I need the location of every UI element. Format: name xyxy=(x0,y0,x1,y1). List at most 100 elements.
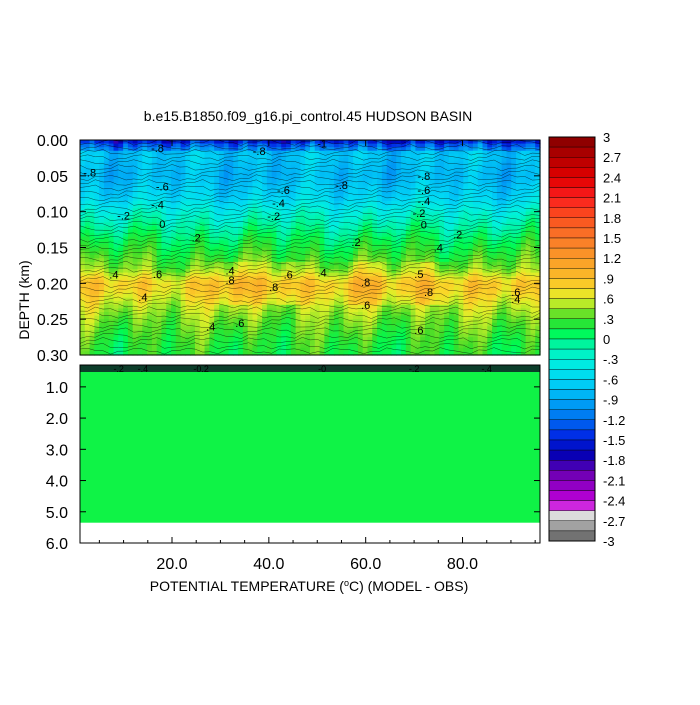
field-cell xyxy=(305,340,311,345)
field-cell xyxy=(262,140,268,145)
field-cell xyxy=(348,301,354,306)
field-cell xyxy=(228,197,234,202)
field-cell xyxy=(425,329,431,335)
field-cell xyxy=(329,312,335,317)
field-cell xyxy=(195,222,201,227)
field-cell xyxy=(151,150,158,155)
field-cell xyxy=(156,322,163,327)
field-cell xyxy=(266,315,273,320)
field-cell xyxy=(458,347,464,353)
field-cell xyxy=(242,204,249,209)
field-cell xyxy=(228,150,234,155)
field-cell xyxy=(305,240,311,245)
field-cell xyxy=(185,233,191,238)
field-cell xyxy=(305,179,311,184)
field-cell xyxy=(343,179,349,184)
field-cell xyxy=(137,340,143,345)
field-cell xyxy=(348,193,354,198)
field-cell xyxy=(425,222,431,227)
field-cell xyxy=(305,161,311,166)
field-cell xyxy=(372,344,378,349)
field-cell xyxy=(242,147,249,152)
field-cell xyxy=(286,200,292,206)
field-cell xyxy=(156,200,163,206)
field-cell xyxy=(391,183,397,188)
field-cell xyxy=(209,297,215,302)
field-cell xyxy=(300,243,306,249)
field-cell xyxy=(357,251,364,256)
field-cell xyxy=(266,304,273,310)
field-cell xyxy=(113,344,119,349)
field-cell xyxy=(439,322,445,327)
field-cell xyxy=(171,308,177,313)
field-cell xyxy=(290,247,297,252)
field-cell xyxy=(439,290,445,295)
field-cell xyxy=(156,243,163,249)
field-cell xyxy=(108,347,115,353)
field-cell xyxy=(204,247,210,252)
field-cell xyxy=(199,229,206,234)
field-cell xyxy=(357,265,364,270)
field-cell xyxy=(199,322,206,327)
field-cell xyxy=(276,301,282,306)
field-cell xyxy=(420,211,426,216)
field-cell xyxy=(223,208,230,213)
field-cell xyxy=(439,351,445,356)
field-cell xyxy=(161,175,167,181)
field-cell xyxy=(362,315,369,320)
field-cell xyxy=(147,154,153,159)
field-cell xyxy=(401,243,407,249)
field-cell xyxy=(367,140,373,145)
field-cell xyxy=(396,233,402,238)
field-cell xyxy=(295,272,302,277)
field-cell xyxy=(415,211,421,216)
field-cell xyxy=(118,315,124,320)
field-cell xyxy=(171,351,177,356)
field-cell xyxy=(161,315,167,320)
field-cell xyxy=(472,147,479,152)
field-cell xyxy=(310,344,316,349)
field-cell xyxy=(468,269,474,274)
field-cell xyxy=(357,218,364,224)
field-cell xyxy=(233,154,239,159)
field-cell xyxy=(434,247,440,252)
field-cell xyxy=(113,254,119,259)
field-cell xyxy=(218,301,225,306)
field-cell xyxy=(156,175,163,181)
field-cell xyxy=(281,322,287,327)
field-cell xyxy=(420,186,426,191)
field-cell xyxy=(266,340,273,345)
field-cell xyxy=(199,179,206,184)
field-cell xyxy=(214,150,220,155)
field-cell xyxy=(343,265,349,270)
field-cell xyxy=(276,333,282,338)
field-cell xyxy=(310,247,316,252)
field-cell xyxy=(333,193,340,198)
field-cell xyxy=(420,276,426,281)
field-cell xyxy=(310,193,316,198)
field-cell xyxy=(180,308,187,313)
field-cell xyxy=(151,272,158,277)
field-cell xyxy=(190,283,196,288)
field-cell xyxy=(381,204,388,209)
field-cell xyxy=(448,233,455,238)
field-cell xyxy=(377,218,383,224)
field-cell xyxy=(425,190,431,195)
field-cell xyxy=(242,337,249,342)
field-cell xyxy=(310,172,316,177)
field-cell xyxy=(218,347,225,353)
field-cell xyxy=(185,319,191,324)
field-cell xyxy=(420,154,426,159)
field-cell xyxy=(453,193,460,198)
field-cell xyxy=(290,200,297,206)
field-cell xyxy=(396,154,402,159)
field-cell xyxy=(266,208,273,213)
field-cell xyxy=(132,344,139,349)
field-cell xyxy=(190,175,196,181)
field-cell xyxy=(108,143,115,148)
field-cell xyxy=(357,286,364,292)
field-cell xyxy=(386,240,393,245)
field-cell xyxy=(103,193,110,198)
field-cell xyxy=(89,211,95,216)
field-cell xyxy=(108,157,115,163)
